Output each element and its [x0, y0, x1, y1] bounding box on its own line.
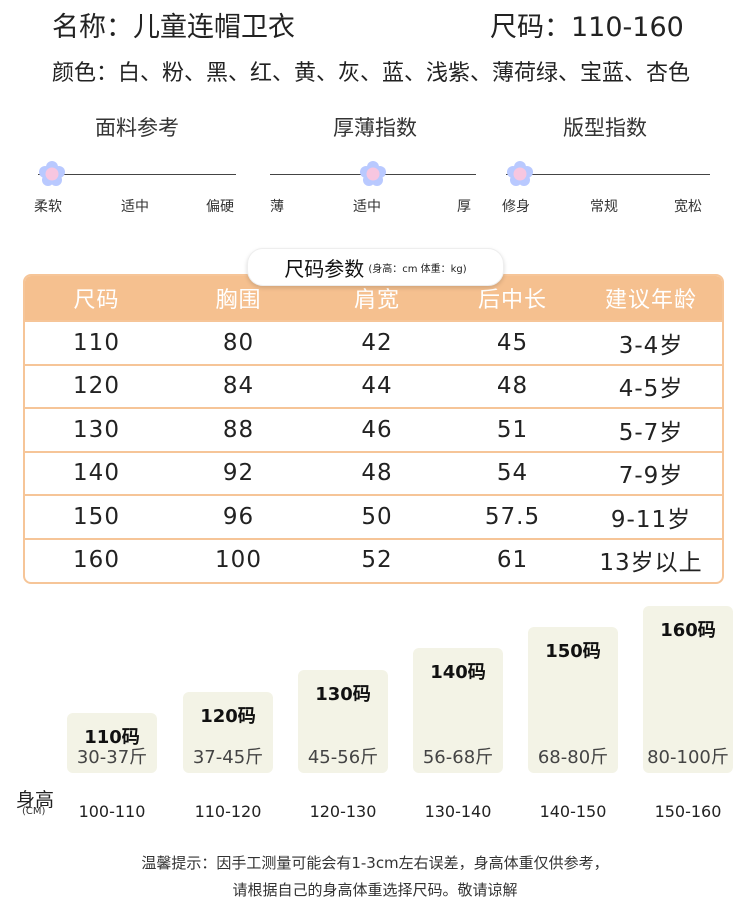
index-label-mid: 适中 [121, 199, 149, 215]
index-title: 面料参考 [95, 116, 179, 140]
card-size-label: 130码 [315, 684, 371, 705]
flower-marker-icon [39, 161, 65, 186]
table-cell: 130 [73, 416, 120, 443]
index-title: 厚薄指数 [333, 116, 417, 140]
table-cell: 7-9岁 [618, 463, 684, 489]
table-row: 120 84 44 48 4-5岁 [25, 363, 722, 407]
table-cell: 48 [496, 373, 529, 399]
height-label: 身高 [16, 789, 55, 811]
table-cell: 3-4岁 [618, 332, 684, 359]
flower-marker-icon [360, 161, 386, 186]
table-caption-unit: (身高：cm 体重：kg) [368, 263, 467, 275]
table-cell: 51 [496, 416, 529, 443]
index-label-high: 厚 [457, 199, 471, 215]
table-cell: 84 [222, 373, 255, 399]
size-card: 140码 56-68斤 [413, 648, 503, 773]
table-cell: 61 [496, 547, 529, 573]
table-cell: 140 [73, 460, 120, 486]
note-line-1: 温馨提示：因手工测量可能会有1-3cm左右误差，身高体重仅供参考， [141, 854, 609, 872]
table-header-cell: 建议年龄 [604, 288, 697, 313]
index-label-mid: 适中 [353, 199, 381, 215]
index-label-low: 薄 [270, 199, 284, 215]
table-cell: 88 [222, 416, 255, 443]
size-card: 110码 30-37斤 [67, 713, 157, 773]
card-size-label: 160码 [660, 620, 716, 641]
size-card: 120码 37-45斤 [183, 692, 273, 773]
table-row: 130 88 46 51 5-7岁 [25, 407, 722, 450]
table-row: 150 96 50 57.5 9-11岁 [25, 494, 722, 537]
table-cell: 96 [222, 503, 255, 530]
table-header-cell: 尺码 [73, 288, 120, 313]
size-card: 160码 80-100斤 [643, 606, 733, 773]
table-cell: 5-7岁 [618, 419, 684, 446]
card-weight-label: 37-45斤 [192, 747, 264, 768]
height-range-label: 100-110 [78, 802, 146, 821]
height-range-label: 140-150 [539, 802, 607, 821]
card-size-label: 120码 [200, 706, 256, 727]
table-header-cell: 胸围 [215, 288, 262, 313]
table-row: 160 100 52 61 13岁以上 [25, 537, 722, 581]
size-range: 尺码：110-160 [490, 12, 684, 43]
index-track [38, 174, 236, 175]
table-cell: 4-5岁 [618, 376, 684, 402]
table-row: 110 80 42 45 3-4岁 [25, 320, 722, 363]
table-cell: 48 [361, 460, 393, 486]
table-cell: 50 [361, 503, 393, 530]
card-size-label: 110码 [84, 727, 140, 748]
table-header-cell: 后中长 [477, 288, 547, 313]
table-cell: 150 [73, 503, 120, 530]
card-size-label: 140码 [430, 662, 486, 683]
table-header-cell: 肩宽 [353, 288, 400, 313]
table-cell: 110 [73, 329, 120, 356]
table-cell: 46 [361, 416, 393, 443]
note-line-2: 请根据自己的身高体重选择尺码。敬请谅解 [232, 881, 518, 899]
size-card: 150码 68-80斤 [528, 627, 618, 773]
index-label-high: 偏硬 [206, 199, 234, 215]
product-name: 名称：儿童连帽卫衣 [52, 12, 295, 43]
table-caption-title: 尺码参数 [284, 256, 365, 281]
index-title: 版型指数 [563, 116, 647, 140]
table-caption: 尺码参数 (身高：cm 体重：kg) [247, 248, 504, 286]
table-cell: 57.5 [484, 503, 541, 530]
height-range-label: 130-140 [424, 802, 492, 821]
height-range-label: 150-160 [654, 802, 722, 821]
index-label-low: 修身 [502, 199, 530, 215]
table-cell: 92 [222, 460, 255, 486]
table-cell: 100 [215, 547, 262, 573]
index-label-high: 宽松 [674, 199, 702, 215]
flower-marker-icon [507, 161, 533, 186]
height-range-label: 110-120 [194, 802, 262, 821]
card-weight-label: 30-37斤 [76, 747, 148, 768]
table-cell: 9-11岁 [610, 506, 692, 533]
height-range-label: 120-130 [309, 802, 377, 821]
card-weight-label: 80-100斤 [647, 747, 729, 768]
table-cell: 54 [496, 460, 529, 486]
table-cell: 160 [73, 547, 120, 573]
card-weight-label: 56-68斤 [422, 747, 494, 768]
table-cell: 80 [222, 329, 255, 356]
table-row: 140 92 48 54 7-9岁 [25, 450, 722, 494]
table-cell: 45 [496, 329, 529, 356]
index-label-mid: 常规 [590, 199, 618, 215]
color-list: 颜色：白、粉、黑、红、黄、灰、蓝、浅紫、薄荷绿、宝蓝、杏色 [52, 61, 691, 86]
table-cell: 44 [361, 373, 393, 399]
card-weight-label: 45-56斤 [307, 747, 379, 768]
height-unit: (CM) [22, 806, 46, 817]
table-cell: 120 [73, 373, 120, 399]
index-label-low: 柔软 [34, 199, 62, 215]
table-cell: 13岁以上 [599, 550, 703, 576]
table-cell: 42 [361, 329, 393, 356]
card-weight-label: 68-80斤 [537, 747, 609, 768]
index-track [506, 174, 710, 175]
table-cell: 52 [361, 547, 393, 573]
size-card: 130码 45-56斤 [298, 670, 388, 773]
size-table: 尺码 胸围 肩宽 后中长 建议年龄 110 80 42 45 3-4岁 120 84 44 48 4-5岁… [23, 274, 724, 584]
card-size-label: 150码 [545, 641, 601, 662]
